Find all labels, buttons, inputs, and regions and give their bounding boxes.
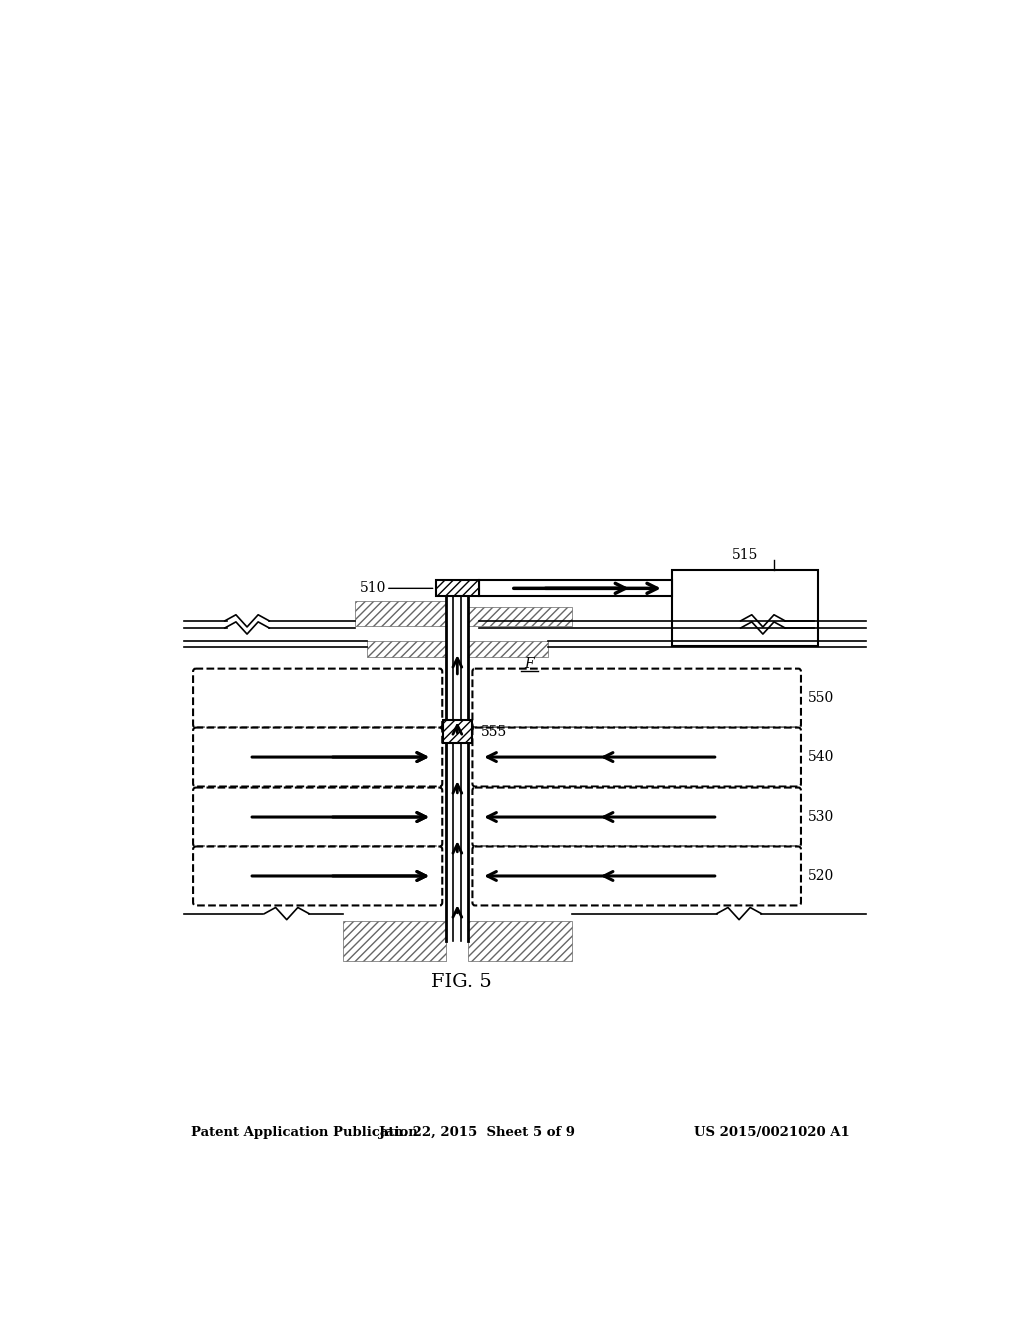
Bar [443, 721, 472, 743]
Text: 540: 540 [808, 750, 835, 764]
FancyBboxPatch shape [194, 788, 442, 846]
FancyBboxPatch shape [472, 727, 801, 787]
FancyBboxPatch shape [472, 846, 801, 906]
Text: 550: 550 [808, 692, 835, 705]
Bar [468, 921, 571, 961]
FancyBboxPatch shape [472, 669, 801, 727]
Bar [479, 581, 672, 597]
Bar [468, 607, 571, 626]
FancyBboxPatch shape [194, 846, 442, 906]
Bar [435, 581, 479, 597]
Bar [468, 642, 548, 657]
Text: 530: 530 [808, 810, 835, 824]
Text: US 2015/0021020 A1: US 2015/0021020 A1 [694, 1126, 850, 1139]
FancyBboxPatch shape [194, 669, 442, 727]
Bar [367, 642, 446, 657]
Bar [672, 570, 818, 647]
FancyBboxPatch shape [194, 727, 442, 787]
Text: 510: 510 [359, 581, 386, 595]
Bar [343, 921, 446, 961]
Text: 520: 520 [808, 869, 835, 883]
Text: Jan. 22, 2015  Sheet 5 of 9: Jan. 22, 2015 Sheet 5 of 9 [379, 1126, 575, 1139]
Text: Patent Application Publication: Patent Application Publication [191, 1126, 418, 1139]
Text: 515: 515 [732, 548, 758, 562]
Bar [355, 601, 446, 626]
FancyBboxPatch shape [472, 788, 801, 846]
Text: F: F [524, 656, 534, 671]
Text: 555: 555 [481, 725, 508, 739]
Text: FIG. 5: FIG. 5 [431, 973, 492, 991]
